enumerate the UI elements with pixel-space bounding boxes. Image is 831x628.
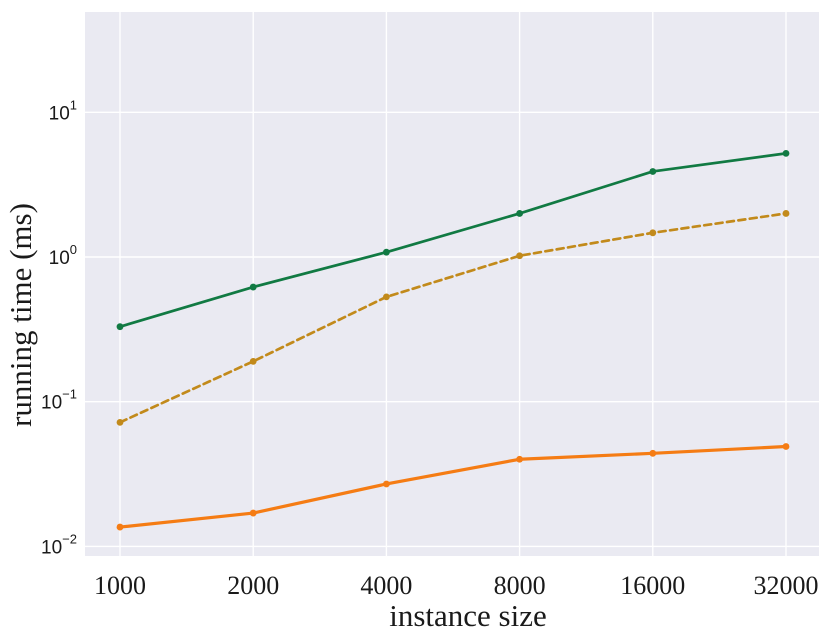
x-tick-label: 8000	[494, 571, 546, 600]
y-axis-label: running time (ms)	[3, 203, 38, 427]
bottom-series-marker	[249, 509, 257, 517]
middle-series-marker	[516, 252, 523, 260]
bottom-series-marker	[383, 480, 390, 488]
y-tick-label: 100	[49, 242, 77, 269]
top-series-marker	[383, 248, 390, 256]
top-series-marker	[782, 149, 790, 157]
top-series-marker	[116, 323, 124, 331]
bottom-series	[116, 443, 790, 531]
x-tick-label: 4000	[360, 571, 412, 600]
y-tick-label: 101	[49, 97, 77, 124]
middle-series-marker	[249, 357, 257, 365]
top-series-marker	[649, 168, 657, 175]
middle-series-marker	[649, 229, 657, 237]
x-tick-label: 32000	[754, 571, 819, 600]
y-tick-label: 10−2	[41, 531, 77, 558]
top-series	[116, 149, 790, 331]
top-series-line	[118, 152, 788, 329]
x-axis-label: instance size	[389, 598, 547, 628]
middle-series	[116, 210, 790, 426]
middle-series-marker	[116, 418, 124, 426]
middle-series-marker	[383, 293, 390, 301]
plot-background	[85, 12, 819, 556]
bottom-series-marker	[116, 523, 124, 531]
middle-series-line	[118, 212, 788, 424]
middle-series-marker	[782, 210, 790, 217]
x-tick-label: 1000	[94, 571, 146, 600]
bottom-series-marker	[516, 455, 523, 463]
top-series-marker	[249, 283, 257, 291]
bottom-series-line	[118, 444, 788, 529]
x-tick-label: 16000	[620, 571, 685, 600]
x-tick-label: 2000	[227, 571, 279, 600]
bottom-series-marker	[782, 443, 790, 450]
top-series-marker	[516, 210, 523, 217]
y-tick-label: 10−1	[41, 387, 77, 414]
bottom-series-marker	[649, 449, 657, 457]
